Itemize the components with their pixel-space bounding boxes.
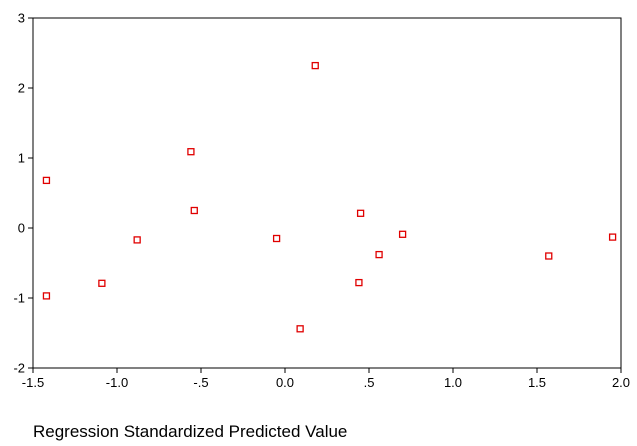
plot-area-frame (32, 17, 622, 369)
x-tick-label: -1.0 (106, 375, 128, 390)
x-tick-label: -1.5 (22, 375, 44, 390)
data-point (272, 234, 281, 243)
x-tick-label: .5 (364, 375, 375, 390)
data-point (375, 250, 383, 259)
x-tick-label: -.5 (193, 375, 208, 390)
data-points (42, 61, 617, 333)
x-axis-label: Regression Standardized Predicted Value (33, 422, 348, 441)
x-axis: -1.5 -1.0 -.5 0.0 .5 1.0 1.5 2.0 (22, 368, 630, 390)
y-tick-label: -2 (13, 361, 25, 376)
x-tick-label: 1.0 (444, 375, 462, 390)
y-axis: -2 -1 0 1 2 3 (13, 11, 33, 376)
data-point (608, 233, 617, 241)
data-point (311, 61, 319, 70)
x-tick-label: 0.0 (276, 375, 294, 390)
data-point (42, 292, 51, 300)
data-point (355, 278, 363, 287)
y-tick-label: 1 (18, 151, 25, 166)
x-tick-label: 1.5 (528, 375, 546, 390)
data-point (42, 176, 51, 185)
y-tick-label: 3 (18, 11, 25, 26)
data-point (187, 148, 195, 156)
data-point (398, 230, 407, 238)
data-point (356, 209, 365, 217)
data-point (190, 206, 198, 215)
data-point (98, 279, 106, 287)
y-tick-label: 2 (18, 81, 25, 96)
y-tick-label: 0 (18, 221, 25, 236)
y-tick-label: -1 (13, 291, 25, 306)
data-point (545, 252, 553, 260)
data-point (133, 236, 141, 244)
x-tick-label: 2.0 (612, 375, 630, 390)
data-point (296, 325, 304, 333)
